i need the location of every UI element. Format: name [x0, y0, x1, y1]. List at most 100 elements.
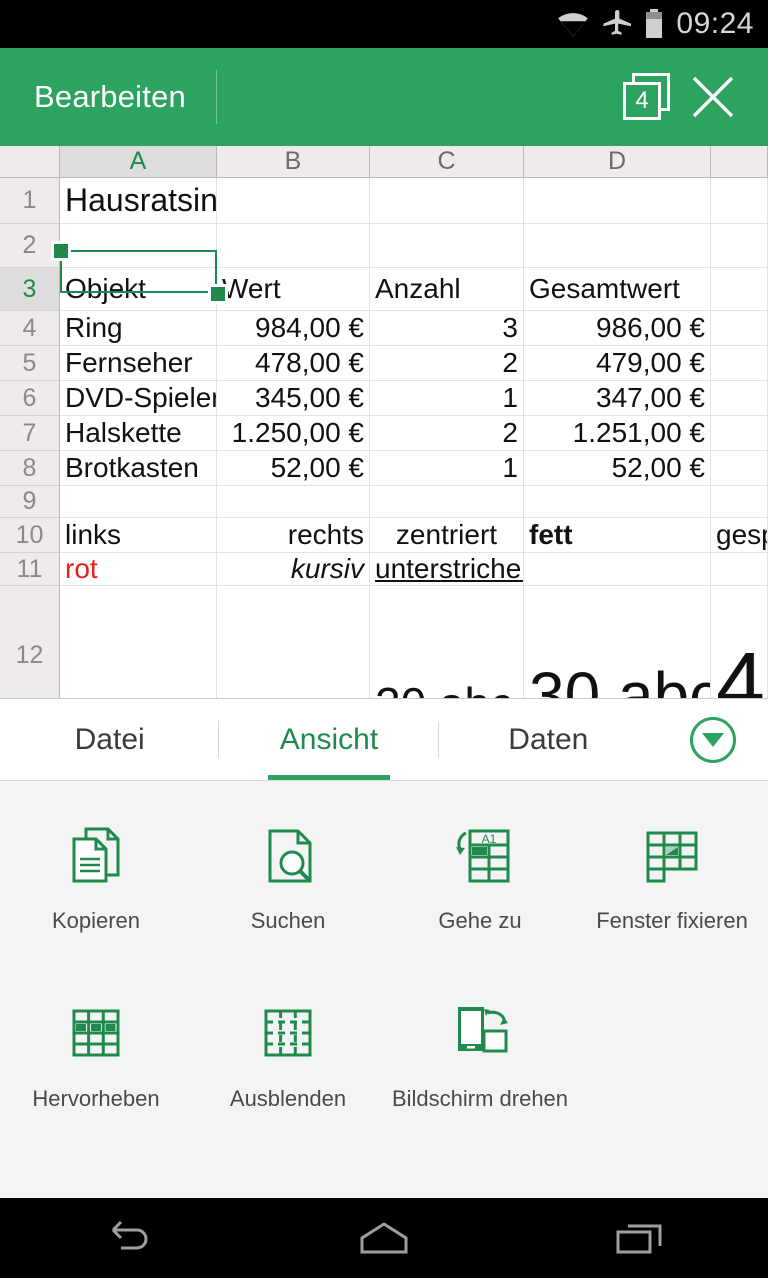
row-header-8[interactable]: 8: [0, 451, 60, 486]
cell-C6[interactable]: 1: [370, 381, 524, 415]
cell-D3[interactable]: Gesamtwert: [524, 268, 711, 310]
row-header-7[interactable]: 7: [0, 416, 60, 451]
cell-E4[interactable]: [711, 311, 768, 345]
cell-A5[interactable]: Fernseher: [60, 346, 217, 380]
ribbon-item-gehe-zu[interactable]: A1 Gehe zu: [384, 819, 576, 935]
cell-D8[interactable]: 52,00 €: [524, 451, 711, 485]
cell-C10[interactable]: zentriert: [370, 518, 524, 552]
cell-A12[interactable]: [60, 586, 217, 698]
cell-C9[interactable]: [370, 486, 524, 517]
selection-handle-end[interactable]: [208, 284, 228, 304]
cell-B12[interactable]: 10 abc: [217, 586, 370, 698]
cell-C12[interactable]: 20 abc: [370, 586, 524, 698]
cell-A6[interactable]: DVD-Spieler: [60, 381, 217, 415]
cell-C11[interactable]: unterstrichen: [370, 553, 524, 585]
cell-A4[interactable]: Ring: [60, 311, 217, 345]
tab-datei[interactable]: Datei: [0, 699, 220, 780]
row-header-12[interactable]: 12: [0, 586, 60, 698]
cell-A8[interactable]: Brotkasten: [60, 451, 217, 485]
cell-D5[interactable]: 479,00 €: [524, 346, 711, 380]
expand-ribbon-button[interactable]: [658, 716, 768, 763]
cell-D4[interactable]: 986,00 €: [524, 311, 711, 345]
cell-E9[interactable]: [711, 486, 768, 517]
cell-D12[interactable]: 30 abc: [524, 586, 711, 698]
row-header-11[interactable]: 11: [0, 553, 60, 586]
ribbon-item-bildschirm-drehen[interactable]: Bildschirm drehen: [384, 997, 576, 1113]
row-header-4[interactable]: 4: [0, 311, 60, 346]
cell-E12[interactable]: 40 abc: [711, 586, 768, 698]
cell-D1[interactable]: [524, 178, 711, 223]
cell-C2[interactable]: [370, 224, 524, 267]
cell-D7[interactable]: 1.251,00 €: [524, 416, 711, 450]
cell-B7[interactable]: 1.250,00 €: [217, 416, 370, 450]
cell-D2[interactable]: [524, 224, 711, 267]
cell-A3[interactable]: Objekt: [60, 268, 217, 310]
cell-C4[interactable]: 3: [370, 311, 524, 345]
cell-E3[interactable]: [711, 268, 768, 310]
open-documents-button[interactable]: 4: [614, 64, 680, 130]
column-header-a[interactable]: A: [60, 146, 217, 177]
row-header-9[interactable]: 9: [0, 486, 60, 518]
row-header-3[interactable]: 3: [0, 268, 60, 311]
cell-A1[interactable]: Hausratsinformationen: [60, 178, 217, 223]
cell-D9[interactable]: [524, 486, 711, 517]
cell-B4[interactable]: 984,00 €: [217, 311, 370, 345]
cell-B3[interactable]: Wert: [217, 268, 370, 310]
cell-A2[interactable]: [60, 224, 217, 267]
column-header-e[interactable]: [711, 146, 768, 177]
ribbon-item-hervorheben[interactable]: Hervorheben: [0, 997, 192, 1113]
cell-E2[interactable]: [711, 224, 768, 267]
cell-C3[interactable]: Anzahl: [370, 268, 524, 310]
cell-C5[interactable]: 2: [370, 346, 524, 380]
cell-B2[interactable]: [217, 224, 370, 267]
cell-E7[interactable]: [711, 416, 768, 450]
cell-B11[interactable]: kursiv: [217, 553, 370, 585]
cell-E5[interactable]: [711, 346, 768, 380]
cell-D10[interactable]: fett: [524, 518, 711, 552]
tab-daten[interactable]: Daten: [439, 699, 658, 780]
cell-C1[interactable]: [370, 178, 524, 223]
select-all-corner[interactable]: [0, 146, 60, 177]
row-headers: 1 2 3 4 5 6 7 8 9 10 11 12: [0, 178, 60, 698]
selection-handle-start[interactable]: [51, 241, 71, 261]
tab-ansicht[interactable]: Ansicht: [219, 699, 439, 780]
row-header-1[interactable]: 1: [0, 178, 60, 224]
cell-B10[interactable]: rechts: [217, 518, 370, 552]
cell-C7[interactable]: 2: [370, 416, 524, 450]
cell-D11[interactable]: [524, 553, 711, 585]
ribbon-item-fenster-fixieren[interactable]: Fenster fixieren: [576, 819, 768, 935]
cell-A9[interactable]: [60, 486, 217, 517]
close-button[interactable]: [680, 64, 746, 130]
column-header-d[interactable]: D: [524, 146, 711, 177]
cell-B1[interactable]: [217, 178, 370, 223]
cell-E10[interactable]: gesperrt: [711, 518, 768, 552]
recents-icon: [616, 1224, 662, 1254]
ribbon-item-label: Hervorheben: [32, 1085, 160, 1111]
cell-B9[interactable]: [217, 486, 370, 517]
row-header-5[interactable]: 5: [0, 346, 60, 381]
cell-E1[interactable]: [711, 178, 768, 223]
cell-A7[interactable]: Halskette: [60, 416, 217, 450]
cell-B8[interactable]: 52,00 €: [217, 451, 370, 485]
cell-E11[interactable]: [711, 553, 768, 585]
row-header-10[interactable]: 10: [0, 518, 60, 553]
cell-E6[interactable]: [711, 381, 768, 415]
cell-E8[interactable]: [711, 451, 768, 485]
cell-A11[interactable]: rot: [60, 553, 217, 585]
back-button[interactable]: [68, 1198, 188, 1278]
cell-B6[interactable]: 345,00 €: [217, 381, 370, 415]
cell-D6[interactable]: 347,00 €: [524, 381, 711, 415]
cell-C8[interactable]: 1: [370, 451, 524, 485]
column-header-c[interactable]: C: [370, 146, 524, 177]
column-header-b[interactable]: B: [217, 146, 370, 177]
cell-A10[interactable]: links: [60, 518, 217, 552]
row-header-6[interactable]: 6: [0, 381, 60, 416]
app-bar: Bearbeiten 4: [0, 48, 768, 146]
recents-button[interactable]: [580, 1198, 700, 1278]
ribbon-item-ausblenden[interactable]: Ausblenden: [192, 997, 384, 1113]
home-button[interactable]: [324, 1198, 444, 1278]
ribbon-item-kopieren[interactable]: Kopieren: [0, 819, 192, 935]
cell-B5[interactable]: 478,00 €: [217, 346, 370, 380]
ribbon-item-suchen[interactable]: Suchen: [192, 819, 384, 935]
